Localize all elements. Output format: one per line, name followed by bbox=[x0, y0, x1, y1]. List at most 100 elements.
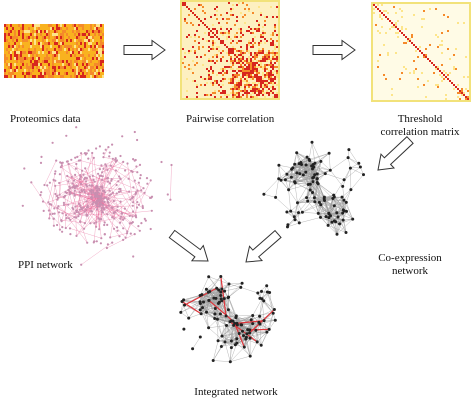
network-node bbox=[327, 151, 331, 155]
heatmap-cell bbox=[409, 72, 411, 74]
heatmap-cell bbox=[204, 24, 206, 26]
heatmap-cell bbox=[240, 84, 242, 86]
heatmap-cell bbox=[228, 66, 230, 68]
heatmap-cell bbox=[457, 88, 459, 90]
network-node bbox=[108, 155, 111, 158]
network-node bbox=[225, 324, 228, 327]
heatmap-cell bbox=[74, 72, 76, 75]
heatmap-cell bbox=[80, 75, 82, 78]
heatmap-cell bbox=[385, 16, 387, 18]
network-node bbox=[262, 319, 266, 323]
network-edge bbox=[112, 170, 132, 193]
heatmap-cell bbox=[50, 27, 52, 30]
network-edge bbox=[230, 347, 232, 362]
network-node bbox=[141, 205, 144, 208]
heatmap-cell bbox=[212, 36, 214, 38]
network-node bbox=[191, 347, 195, 351]
heatmap-cell bbox=[421, 72, 423, 74]
heatmap-cell bbox=[232, 86, 234, 88]
heatmap-cell bbox=[250, 74, 252, 76]
network-node bbox=[74, 156, 77, 159]
network-edge bbox=[83, 203, 102, 229]
heatmap-cell bbox=[395, 22, 397, 24]
heatmap-cell bbox=[28, 36, 30, 39]
heatmap-cell bbox=[401, 72, 403, 74]
network-node bbox=[293, 162, 297, 166]
network-edge bbox=[192, 336, 201, 349]
heatmap-cell bbox=[395, 26, 397, 28]
heatmap-cell bbox=[264, 56, 266, 58]
network-edge bbox=[269, 292, 274, 314]
heatmap-cell bbox=[60, 60, 62, 63]
heatmap-cell bbox=[92, 48, 94, 51]
heatmap-cell bbox=[14, 75, 16, 78]
network-edge bbox=[230, 355, 251, 362]
network-node bbox=[335, 211, 339, 215]
network-edge bbox=[296, 152, 308, 158]
heatmap-cell bbox=[461, 90, 463, 92]
network-node bbox=[67, 162, 70, 166]
heatmap-cell bbox=[254, 84, 256, 86]
heatmap-cell bbox=[84, 42, 86, 45]
heatmap-cell bbox=[375, 24, 377, 26]
heatmap-cell bbox=[12, 75, 14, 78]
network-edge bbox=[83, 152, 93, 190]
network-node bbox=[125, 232, 129, 235]
network-node bbox=[108, 151, 111, 154]
network-node bbox=[217, 288, 221, 292]
heatmap-cell bbox=[234, 34, 236, 36]
network-node bbox=[289, 209, 293, 213]
heatmap-cell bbox=[98, 27, 100, 30]
heatmap-cell bbox=[202, 64, 204, 66]
network-node bbox=[61, 212, 64, 215]
heatmap-cell bbox=[226, 52, 228, 54]
heatmap-cell bbox=[96, 75, 98, 78]
heatmap-cell bbox=[224, 92, 226, 94]
heatmap-cell bbox=[437, 36, 439, 38]
heatmap-cell bbox=[262, 92, 264, 94]
heatmap-cell bbox=[88, 42, 90, 45]
network-edge bbox=[224, 341, 231, 362]
heatmap-cell bbox=[62, 42, 64, 45]
network-node bbox=[124, 169, 127, 172]
heatmap-cell bbox=[192, 80, 194, 82]
heatmap-cell bbox=[218, 72, 220, 74]
heatmap-cell bbox=[216, 80, 218, 82]
heatmap-cell bbox=[208, 78, 210, 80]
heatmap-cell bbox=[88, 30, 90, 33]
network-node bbox=[295, 171, 299, 175]
heatmap-cell bbox=[242, 62, 244, 64]
network-node bbox=[58, 228, 62, 231]
heatmap-cell bbox=[86, 30, 88, 33]
network-node bbox=[119, 177, 122, 180]
network-node bbox=[330, 220, 334, 224]
heatmap-cell bbox=[98, 33, 100, 36]
heatmap-cell bbox=[194, 14, 196, 16]
heatmap-cell bbox=[377, 66, 379, 68]
heatmap-cell bbox=[274, 88, 276, 90]
heatmap-cell bbox=[200, 4, 202, 6]
heatmap-cell bbox=[186, 22, 188, 24]
heatmap-cell bbox=[256, 28, 258, 30]
heatmap-cell bbox=[258, 50, 260, 52]
heatmap-cell bbox=[276, 94, 278, 96]
network-edge bbox=[74, 184, 87, 191]
network-node bbox=[84, 208, 88, 211]
heatmap-cell bbox=[86, 60, 88, 63]
network-edge bbox=[297, 200, 308, 203]
heatmap-cell bbox=[92, 57, 94, 60]
network-node bbox=[349, 188, 353, 192]
heatmap-cell bbox=[98, 60, 100, 63]
network-node bbox=[64, 226, 67, 230]
network-node bbox=[229, 346, 233, 350]
network-node bbox=[75, 126, 78, 129]
network-edge bbox=[214, 318, 223, 337]
network-edge bbox=[188, 313, 202, 319]
network-node bbox=[102, 167, 105, 170]
pairwise-correlation-heatmap bbox=[180, 0, 280, 100]
heatmap-cell bbox=[38, 24, 40, 27]
heatmap-cell bbox=[194, 36, 196, 38]
heatmap-cell bbox=[232, 92, 234, 94]
network-node bbox=[82, 206, 85, 209]
heatmap-cell bbox=[232, 14, 234, 16]
